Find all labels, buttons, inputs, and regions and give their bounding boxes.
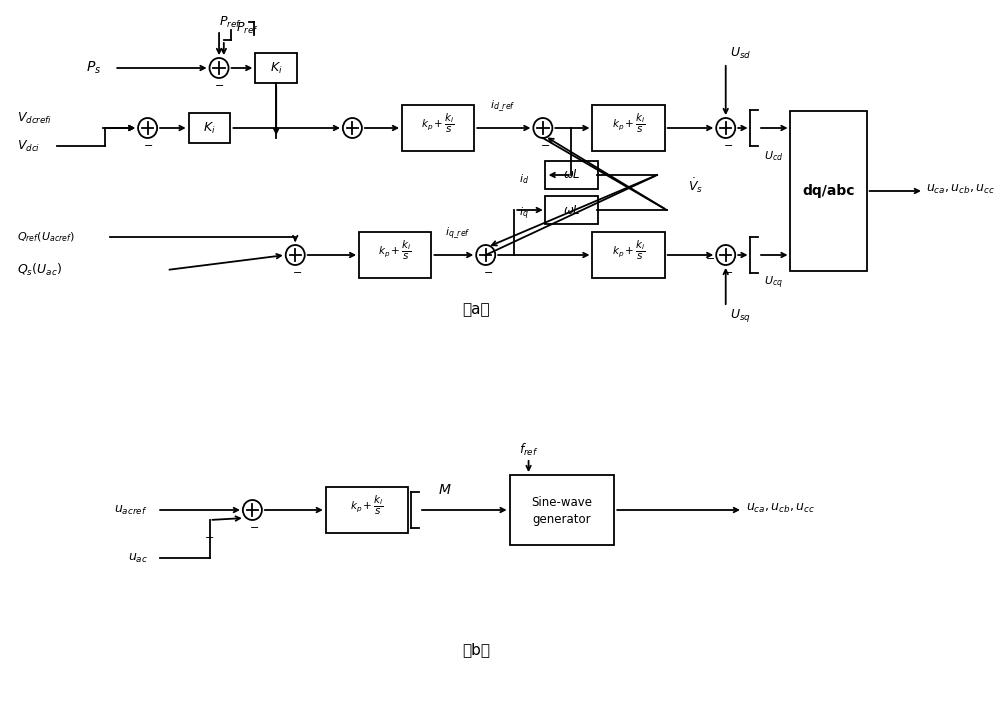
Text: （b）: （b） [462,643,490,658]
Text: $i_q$: $i_q$ [519,206,529,222]
Bar [545,196,598,224]
Text: $\omega L$: $\omega L$ [563,203,580,217]
Bar [510,475,614,545]
Text: $Q_s(U_{ac})$: $Q_s(U_{ac})$ [17,262,62,278]
Text: $u_{ac}$: $u_{ac}$ [128,551,148,565]
Text: $k_p+\dfrac{k_i}{s}$: $k_p+\dfrac{k_i}{s}$ [378,239,412,261]
Text: $K_i$: $K_i$ [203,120,216,136]
Text: $K_i$: $K_i$ [270,61,282,75]
Bar [255,53,297,83]
Text: $-$: $-$ [143,139,153,149]
Text: $-$: $-$ [249,521,259,531]
Text: $k_p+\dfrac{k_i}{s}$: $k_p+\dfrac{k_i}{s}$ [612,239,646,261]
Text: $P_{ref}$: $P_{ref}$ [236,20,259,35]
Text: $\dot{V}_s$: $\dot{V}_s$ [688,177,703,195]
Text: $Q_{ref}(U_{acref})$: $Q_{ref}(U_{acref})$ [17,230,75,244]
Text: $i_d$: $i_d$ [519,172,529,186]
Text: generator: generator [533,513,591,527]
Text: $-$: $-$ [723,266,733,276]
Text: Sine-wave: Sine-wave [531,496,592,508]
Text: $i_{q\_ref}$: $i_{q\_ref}$ [445,225,471,241]
Bar [545,161,598,189]
Text: $U_{sd}$: $U_{sd}$ [730,46,752,61]
Bar [402,105,474,151]
Text: $-$: $-$ [204,531,215,541]
Text: $u_{ca},u_{cb},u_{cc}$: $u_{ca},u_{cb},u_{cc}$ [746,501,815,515]
Text: dq/abc: dq/abc [802,184,855,198]
Bar [359,232,431,278]
Text: $-$: $-$ [705,252,716,262]
Text: $k_p+\dfrac{k_i}{s}$: $k_p+\dfrac{k_i}{s}$ [350,494,384,517]
Text: $k_p+\dfrac{k_i}{s}$: $k_p+\dfrac{k_i}{s}$ [421,111,455,134]
Text: $-$: $-$ [723,139,733,149]
Bar [790,111,867,271]
Bar [592,232,665,278]
Text: $i_{d\_ref}$: $i_{d\_ref}$ [490,99,516,114]
Text: $-$: $-$ [483,266,493,276]
Text: $U_{sq}$: $U_{sq}$ [730,306,751,324]
Text: $\omega L$: $\omega L$ [563,168,580,182]
Text: $u_{ca},u_{cb},u_{cc}$: $u_{ca},u_{cb},u_{cc}$ [926,182,995,196]
Text: $u_{acref}$: $u_{acref}$ [114,503,148,517]
Text: $-$: $-$ [292,266,302,276]
Bar [592,105,665,151]
Text: $U_{cq}$: $U_{cq}$ [764,275,783,291]
Text: $V_{dci}$: $V_{dci}$ [17,139,40,153]
Text: $U_{cd}$: $U_{cd}$ [764,149,783,163]
Bar [189,113,230,143]
Text: $M$: $M$ [438,483,452,497]
Bar [326,487,408,533]
Text: $P_s$: $P_s$ [86,60,101,76]
Text: $f_{ref}$: $f_{ref}$ [519,442,539,458]
Text: $P_{ref}$: $P_{ref}$ [219,15,242,30]
Text: $-$: $-$ [214,79,224,89]
Text: $V_{dcrefi}$: $V_{dcrefi}$ [17,111,53,125]
Text: $k_p+\dfrac{k_i}{s}$: $k_p+\dfrac{k_i}{s}$ [612,111,646,134]
Text: （a）: （a） [462,303,490,318]
Text: $-$: $-$ [540,139,550,149]
